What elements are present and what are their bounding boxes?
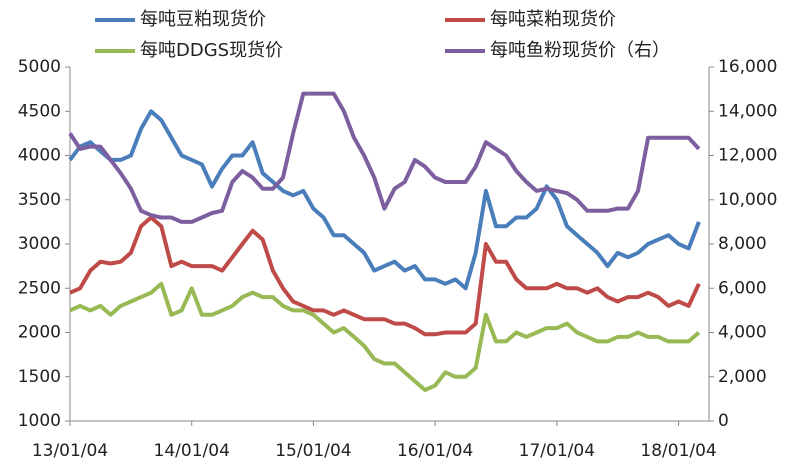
x-tick-label: 17/01/04 [519, 441, 595, 461]
y2-tick-label: 14,000 [718, 101, 777, 121]
series-line [69, 281, 701, 392]
series-line [69, 215, 701, 337]
y-tick-label: 1500 [18, 367, 61, 387]
y2-tick-label: 8,000 [718, 234, 767, 254]
x-tick-label: 15/01/04 [275, 441, 351, 461]
series-line [68, 91, 701, 224]
legend-label: 每吨鱼粉现货价（右） [490, 40, 670, 61]
x-tick-label: 14/01/04 [154, 441, 230, 461]
y-tick-label: 5000 [18, 57, 61, 77]
y2-tick-label: 12,000 [718, 146, 777, 166]
y-tick-label: 2000 [18, 323, 61, 343]
x-tick-label: 13/01/04 [32, 441, 108, 461]
x-tick-label: 18/01/04 [640, 441, 716, 461]
y2-tick-label: 4,000 [718, 323, 767, 343]
y-tick-label: 4500 [18, 101, 61, 121]
y2-tick-label: 0 [718, 411, 729, 431]
legend-label: 每吨菜粕现货价 [490, 9, 616, 30]
legend-label: 每吨豆粕现货价 [140, 9, 266, 30]
y2-tick-label: 16,000 [718, 57, 777, 77]
y-tick-label: 2500 [18, 278, 61, 298]
y2-tick-label: 2,000 [718, 367, 767, 387]
y2-tick-label: 10,000 [718, 190, 777, 210]
y-tick-label: 4000 [18, 146, 61, 166]
y-tick-label: 3000 [18, 234, 61, 254]
series-line [68, 109, 701, 291]
y-tick-label: 3500 [18, 190, 61, 210]
x-tick-label: 16/01/04 [397, 441, 473, 461]
y-tick-label: 1000 [18, 411, 61, 431]
legend-label: 每吨DDGS现货价 [140, 40, 283, 61]
y2-tick-label: 6,000 [718, 278, 767, 298]
